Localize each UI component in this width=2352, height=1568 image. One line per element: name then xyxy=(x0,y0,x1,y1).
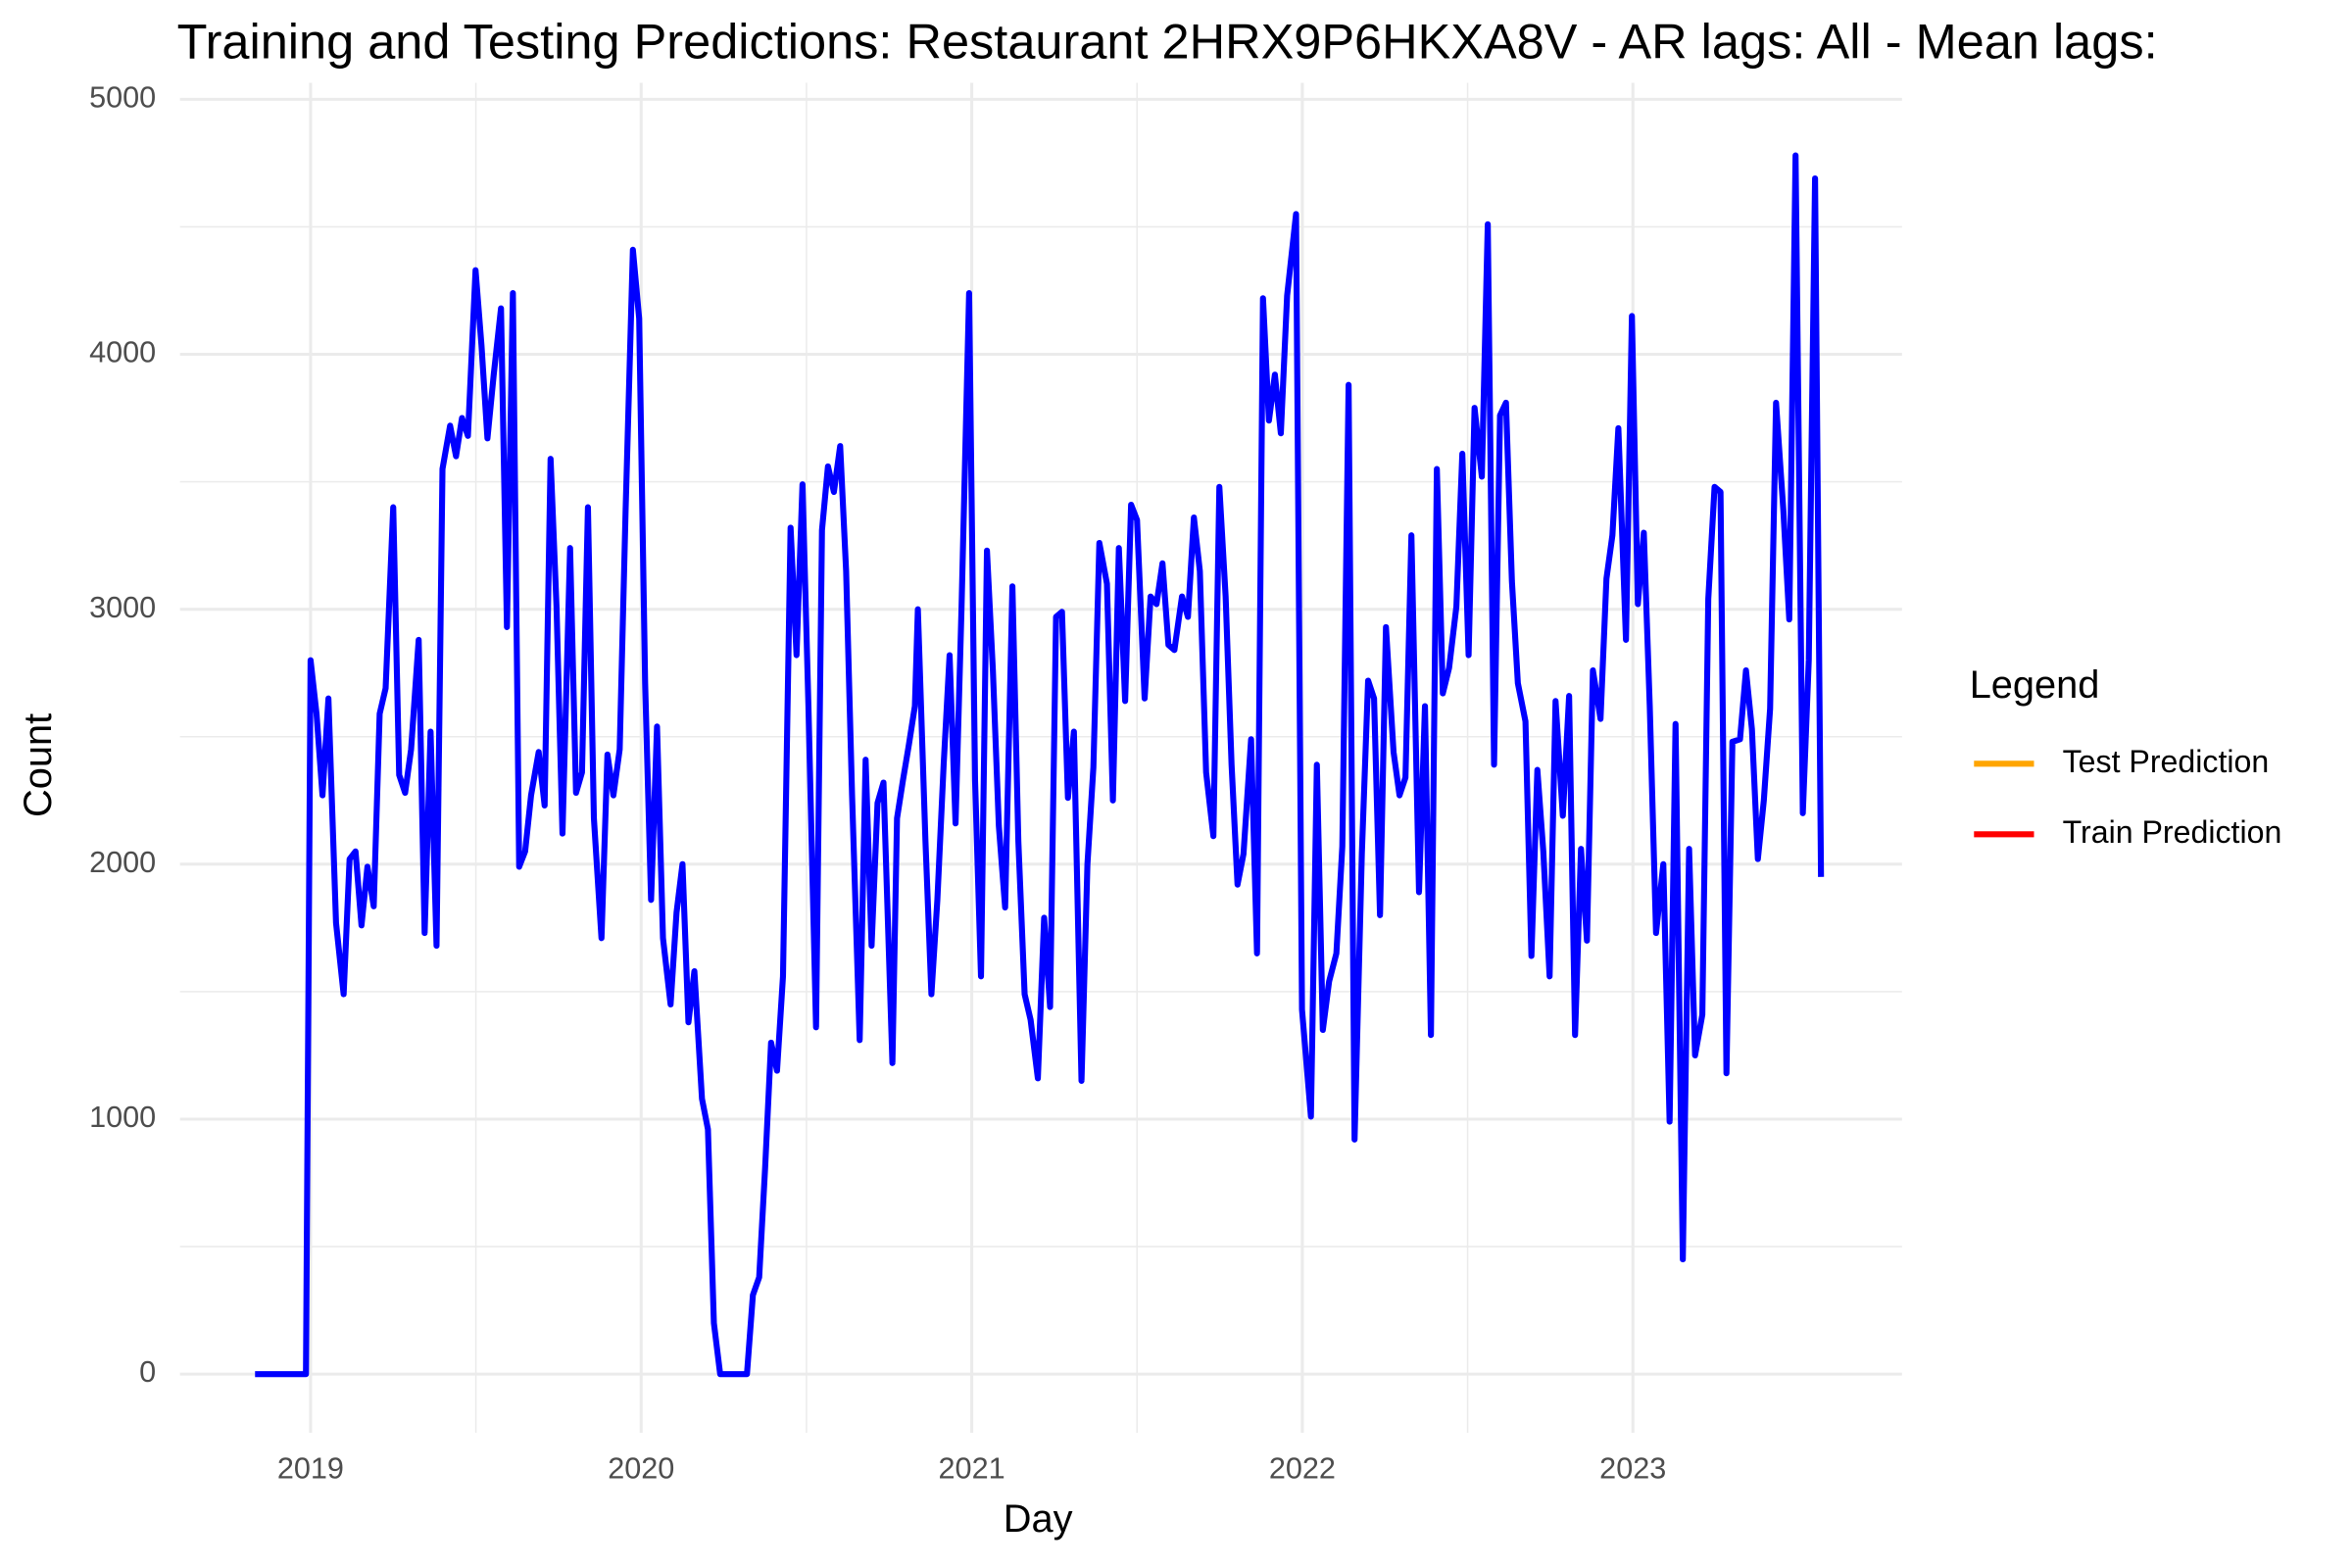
y-tick-label: 0 xyxy=(139,1355,156,1389)
plot-area xyxy=(255,152,1825,1378)
x-tick-label: 2022 xyxy=(1269,1451,1336,1485)
y-axis-label: Count xyxy=(17,713,60,817)
y-tick-label: 1000 xyxy=(89,1101,156,1134)
x-tick-label: 2019 xyxy=(277,1451,344,1485)
x-tick-label: 2021 xyxy=(939,1451,1005,1485)
y-tick-label: 3000 xyxy=(89,591,156,624)
x-axis-label: Day xyxy=(1004,1497,1073,1541)
legend-label: Train Prediction xyxy=(2063,814,2282,850)
data-line xyxy=(255,152,1825,1378)
legend-title: Legend xyxy=(1970,663,2100,707)
legend: Legend Test Prediction Train Prediction xyxy=(1970,663,2282,850)
chart-title: Training and Testing Predictions: Restau… xyxy=(177,14,2158,70)
x-tick-label: 2023 xyxy=(1599,1451,1666,1485)
y-tick-label: 5000 xyxy=(89,80,156,114)
y-tick-label: 4000 xyxy=(89,336,156,369)
y-tick-label: 2000 xyxy=(89,846,156,879)
legend-label: Test Prediction xyxy=(2063,744,2270,779)
x-tick-label: 2020 xyxy=(608,1451,674,1485)
